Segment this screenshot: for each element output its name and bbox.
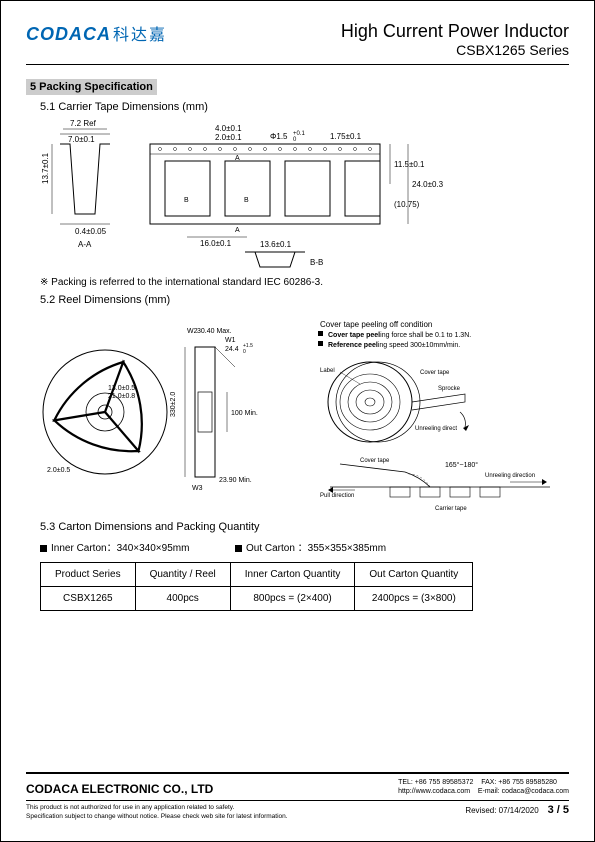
web: http://www.codaca.com (398, 788, 470, 795)
label-covertape2: Cover tape (360, 458, 390, 464)
logo-cn: 科达嘉 (113, 27, 167, 44)
label-angle: 165°~180° (445, 461, 478, 469)
dim-p1: 4.0±0.1 (215, 124, 242, 133)
td-inner: 800pcs = (2×400) (230, 587, 355, 611)
note-iec: ※ Packing is referred to the internation… (40, 277, 569, 288)
subsection-51: 5.1 Carrier Tape Dimensions (mm) (40, 101, 569, 113)
label-b1: B (184, 197, 189, 204)
page-number: 3 / 5 (548, 804, 569, 816)
tel: TEL: +86 755 89585372 (398, 779, 473, 786)
label-a2: A (235, 227, 240, 234)
label-label: Label (320, 368, 335, 374)
square-icon (40, 545, 47, 552)
cover-title: Cover tape peeling off condition (320, 320, 432, 329)
label-covertape: Cover tape (420, 370, 450, 376)
w1-label: W1 (225, 337, 236, 344)
w3-label: W3 (192, 485, 203, 492)
dim-inner2: 21.0±0.8 (108, 393, 135, 400)
contact-info: TEL: +86 755 89585372 FAX: +86 755 89585… (398, 778, 569, 796)
dim-h2: 24.0±0.3 (412, 180, 444, 189)
dim-pitch: 16.0±0.1 (200, 239, 232, 248)
label-aa: A-A (78, 240, 92, 249)
td-qty: 400pcs (135, 587, 230, 611)
dim-hub: 100 Min. (231, 410, 258, 417)
disclaimer: This product is not authorized for use i… (26, 804, 288, 821)
label-bb: B-B (310, 258, 323, 267)
subsection-52: 5.2 Reel Dimensions (mm) (40, 294, 569, 306)
revised: Revised: 07/14/2020 (465, 806, 538, 815)
table-row: Product Series Quantity / Reel Inner Car… (41, 563, 473, 587)
dim-h1: 11.5±0.1 (394, 160, 425, 169)
inner-carton: Inner Carton：340×340×95mm (51, 543, 189, 554)
dim-hole: Φ1.5 (270, 132, 288, 141)
packing-table: Product Series Quantity / Reel Inner Car… (40, 562, 473, 611)
label-a: A (235, 155, 240, 162)
th-series: Product Series (41, 563, 136, 587)
dim-wref: 7.2 Ref (70, 119, 97, 128)
page-title: High Current Power Inductor (341, 21, 569, 42)
dim-thick: 0.4±0.05 (75, 227, 107, 236)
page: CODACA科达嘉 High Current Power Inductor CS… (0, 0, 595, 842)
logo-text: CODACA (26, 24, 111, 44)
footer-bottom: This product is not authorized for use i… (26, 804, 569, 821)
tape-svg: 7.2 Ref 7.0±0.1 13.7±0.1 0.4±0.05 A-A (40, 119, 550, 269)
label-sprocket: Sprocke (438, 386, 461, 392)
th-qty: Quantity / Reel (135, 563, 230, 587)
square-icon (235, 545, 242, 552)
w3-val: 23.90 Min. (219, 477, 252, 484)
page-info: Revised: 07/14/2020 3 / 5 (465, 804, 569, 821)
footer-top: CODACA ELECTRONIC CO., LTD TEL: +86 755 … (26, 772, 569, 801)
dim-w: 7.0±0.1 (68, 135, 95, 144)
section-5-header: 5 Packing Specification (26, 79, 157, 95)
table-row: CSBX1265 400pcs 800pcs = (2×400) 2400pcs… (41, 587, 473, 611)
company-name: CODACA ELECTRONIC CO., LTD (26, 782, 213, 796)
dim-h3: (10.75) (394, 200, 420, 209)
carton-dims: Inner Carton：340×340×95mm Out Carton ：35… (40, 539, 569, 554)
dim-p2: 2.0±0.1 (215, 133, 242, 142)
label-pull: Pull direction (320, 493, 354, 499)
td-series: CSBX1265 (41, 587, 136, 611)
cover-speed: Reference peeling speed 300±10mm/min. (328, 342, 460, 349)
label-carrier: Carrier tape (435, 506, 467, 512)
th-out: Out Carton Quantity (355, 563, 473, 587)
title-block: High Current Power Inductor CSBX1265 Ser… (341, 21, 569, 58)
disclaimer2: Specification subject to change without … (26, 813, 288, 820)
dim-edge2: 2.0±0.5 (47, 467, 70, 474)
tape-diagram: 7.2 Ref 7.0±0.1 13.7±0.1 0.4±0.05 A-A (40, 119, 555, 269)
disclaimer1: This product is not authorized for use i… (26, 804, 234, 811)
series-label: CSBX1265 Series (341, 42, 569, 58)
label-b2: B (244, 197, 249, 204)
td-out: 2400pcs = (3×800) (355, 587, 473, 611)
w1-val: 24.4 (225, 346, 239, 353)
label-unreel: Unreeling direct (415, 426, 457, 432)
footer: CODACA ELECTRONIC CO., LTD TEL: +86 755 … (26, 772, 569, 821)
subsection-53: 5.3 Carton Dimensions and Packing Quanti… (40, 521, 569, 533)
reel-svg: 13.0±0.5 21.0±0.8 2.0±0.5 330±2.0 100 Mi… (40, 312, 560, 507)
reel-diagram: 13.0±0.5 21.0±0.8 2.0±0.5 330±2.0 100 Mi… (40, 312, 555, 507)
dim-dia: 330±2.0 (170, 392, 177, 417)
dim-holetol2: 0 (293, 137, 297, 143)
email: E-mail: codaca@codaca.com (478, 788, 569, 795)
dim-pocketw: 13.6±0.1 (260, 240, 292, 249)
label-unreel2: Unreeling direction (485, 473, 535, 479)
dim-edge: 1.75±0.1 (330, 132, 362, 141)
cover-force: Cover tape peeling force shall be 0.1 to… (328, 332, 471, 339)
dim-inner1: 13.0±0.5 (108, 385, 135, 392)
logo-block: CODACA科达嘉 (26, 21, 167, 45)
out-carton: Out Carton ：355×355×385mm (246, 543, 386, 554)
th-inner: Inner Carton Quantity (230, 563, 355, 587)
w2-val: 30.40 Max. (197, 328, 232, 335)
header: CODACA科达嘉 High Current Power Inductor CS… (26, 21, 569, 65)
dim-depth: 13.7±0.1 (41, 152, 50, 184)
fax: FAX: +86 755 89585280 (481, 779, 557, 786)
w1-tol2: 0 (243, 349, 246, 355)
